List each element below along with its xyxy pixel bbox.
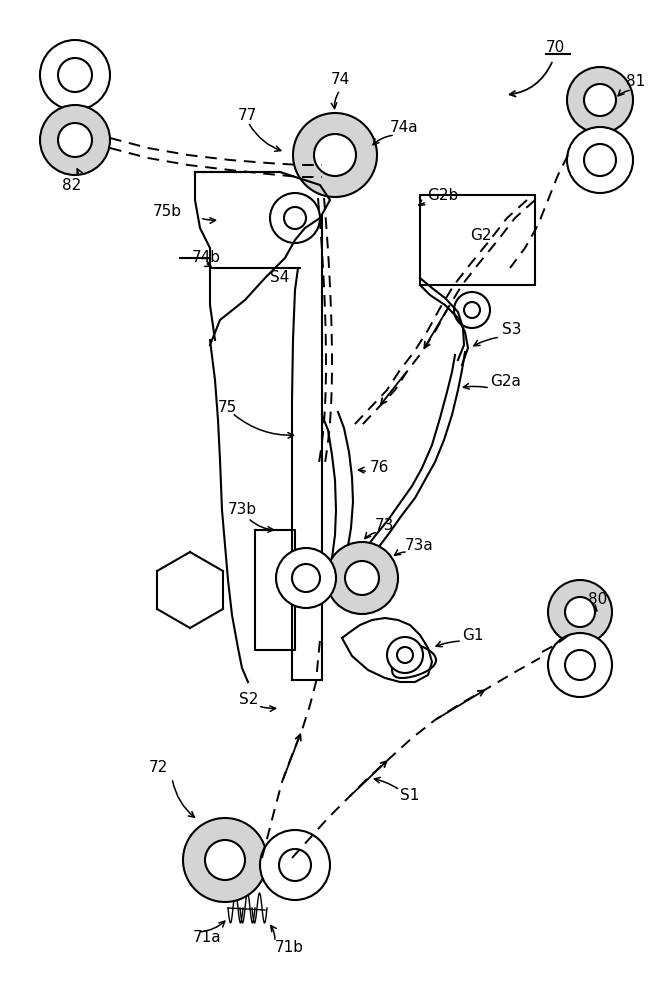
Text: G2b: G2b — [427, 188, 458, 204]
Circle shape — [314, 134, 356, 176]
Circle shape — [293, 113, 377, 197]
Circle shape — [279, 849, 311, 881]
Circle shape — [40, 40, 110, 110]
Text: G1: G1 — [462, 628, 483, 643]
Text: S4: S4 — [270, 270, 290, 286]
Circle shape — [567, 127, 633, 193]
Circle shape — [58, 123, 92, 157]
Circle shape — [584, 84, 616, 116]
Circle shape — [567, 67, 633, 133]
Circle shape — [397, 647, 413, 663]
Circle shape — [565, 597, 595, 627]
Circle shape — [464, 302, 480, 318]
Text: 70: 70 — [546, 40, 565, 55]
Text: 73a: 73a — [405, 538, 433, 552]
Text: 74b: 74b — [192, 250, 221, 265]
Text: 72: 72 — [149, 760, 168, 776]
Circle shape — [548, 580, 612, 644]
Circle shape — [270, 193, 320, 243]
Circle shape — [548, 633, 612, 697]
Circle shape — [292, 564, 320, 592]
Circle shape — [260, 830, 330, 900]
Text: 71b: 71b — [275, 940, 304, 956]
Text: 81: 81 — [626, 75, 645, 90]
Text: 75: 75 — [218, 400, 237, 416]
Circle shape — [205, 840, 245, 880]
Circle shape — [584, 144, 616, 176]
Circle shape — [345, 561, 379, 595]
Circle shape — [183, 818, 267, 902]
Text: 73b: 73b — [228, 502, 257, 518]
Text: 75b: 75b — [153, 205, 182, 220]
Text: 76: 76 — [370, 460, 389, 476]
Text: G2a: G2a — [490, 374, 521, 389]
Text: G2: G2 — [470, 228, 491, 242]
Circle shape — [284, 207, 306, 229]
Text: 74a: 74a — [390, 120, 419, 135]
Circle shape — [326, 542, 398, 614]
Text: 73: 73 — [375, 518, 394, 532]
Circle shape — [387, 637, 423, 673]
Text: S2: S2 — [239, 692, 258, 708]
Text: 71a: 71a — [193, 930, 222, 946]
Circle shape — [565, 650, 595, 680]
Circle shape — [58, 58, 92, 92]
Text: 77: 77 — [238, 107, 257, 122]
Text: S1: S1 — [400, 788, 419, 802]
Text: 80: 80 — [588, 592, 607, 607]
Circle shape — [276, 548, 336, 608]
Text: S3: S3 — [502, 322, 521, 338]
Circle shape — [40, 105, 110, 175]
Circle shape — [454, 292, 490, 328]
Text: 74: 74 — [331, 73, 349, 88]
Text: 82: 82 — [62, 178, 81, 192]
